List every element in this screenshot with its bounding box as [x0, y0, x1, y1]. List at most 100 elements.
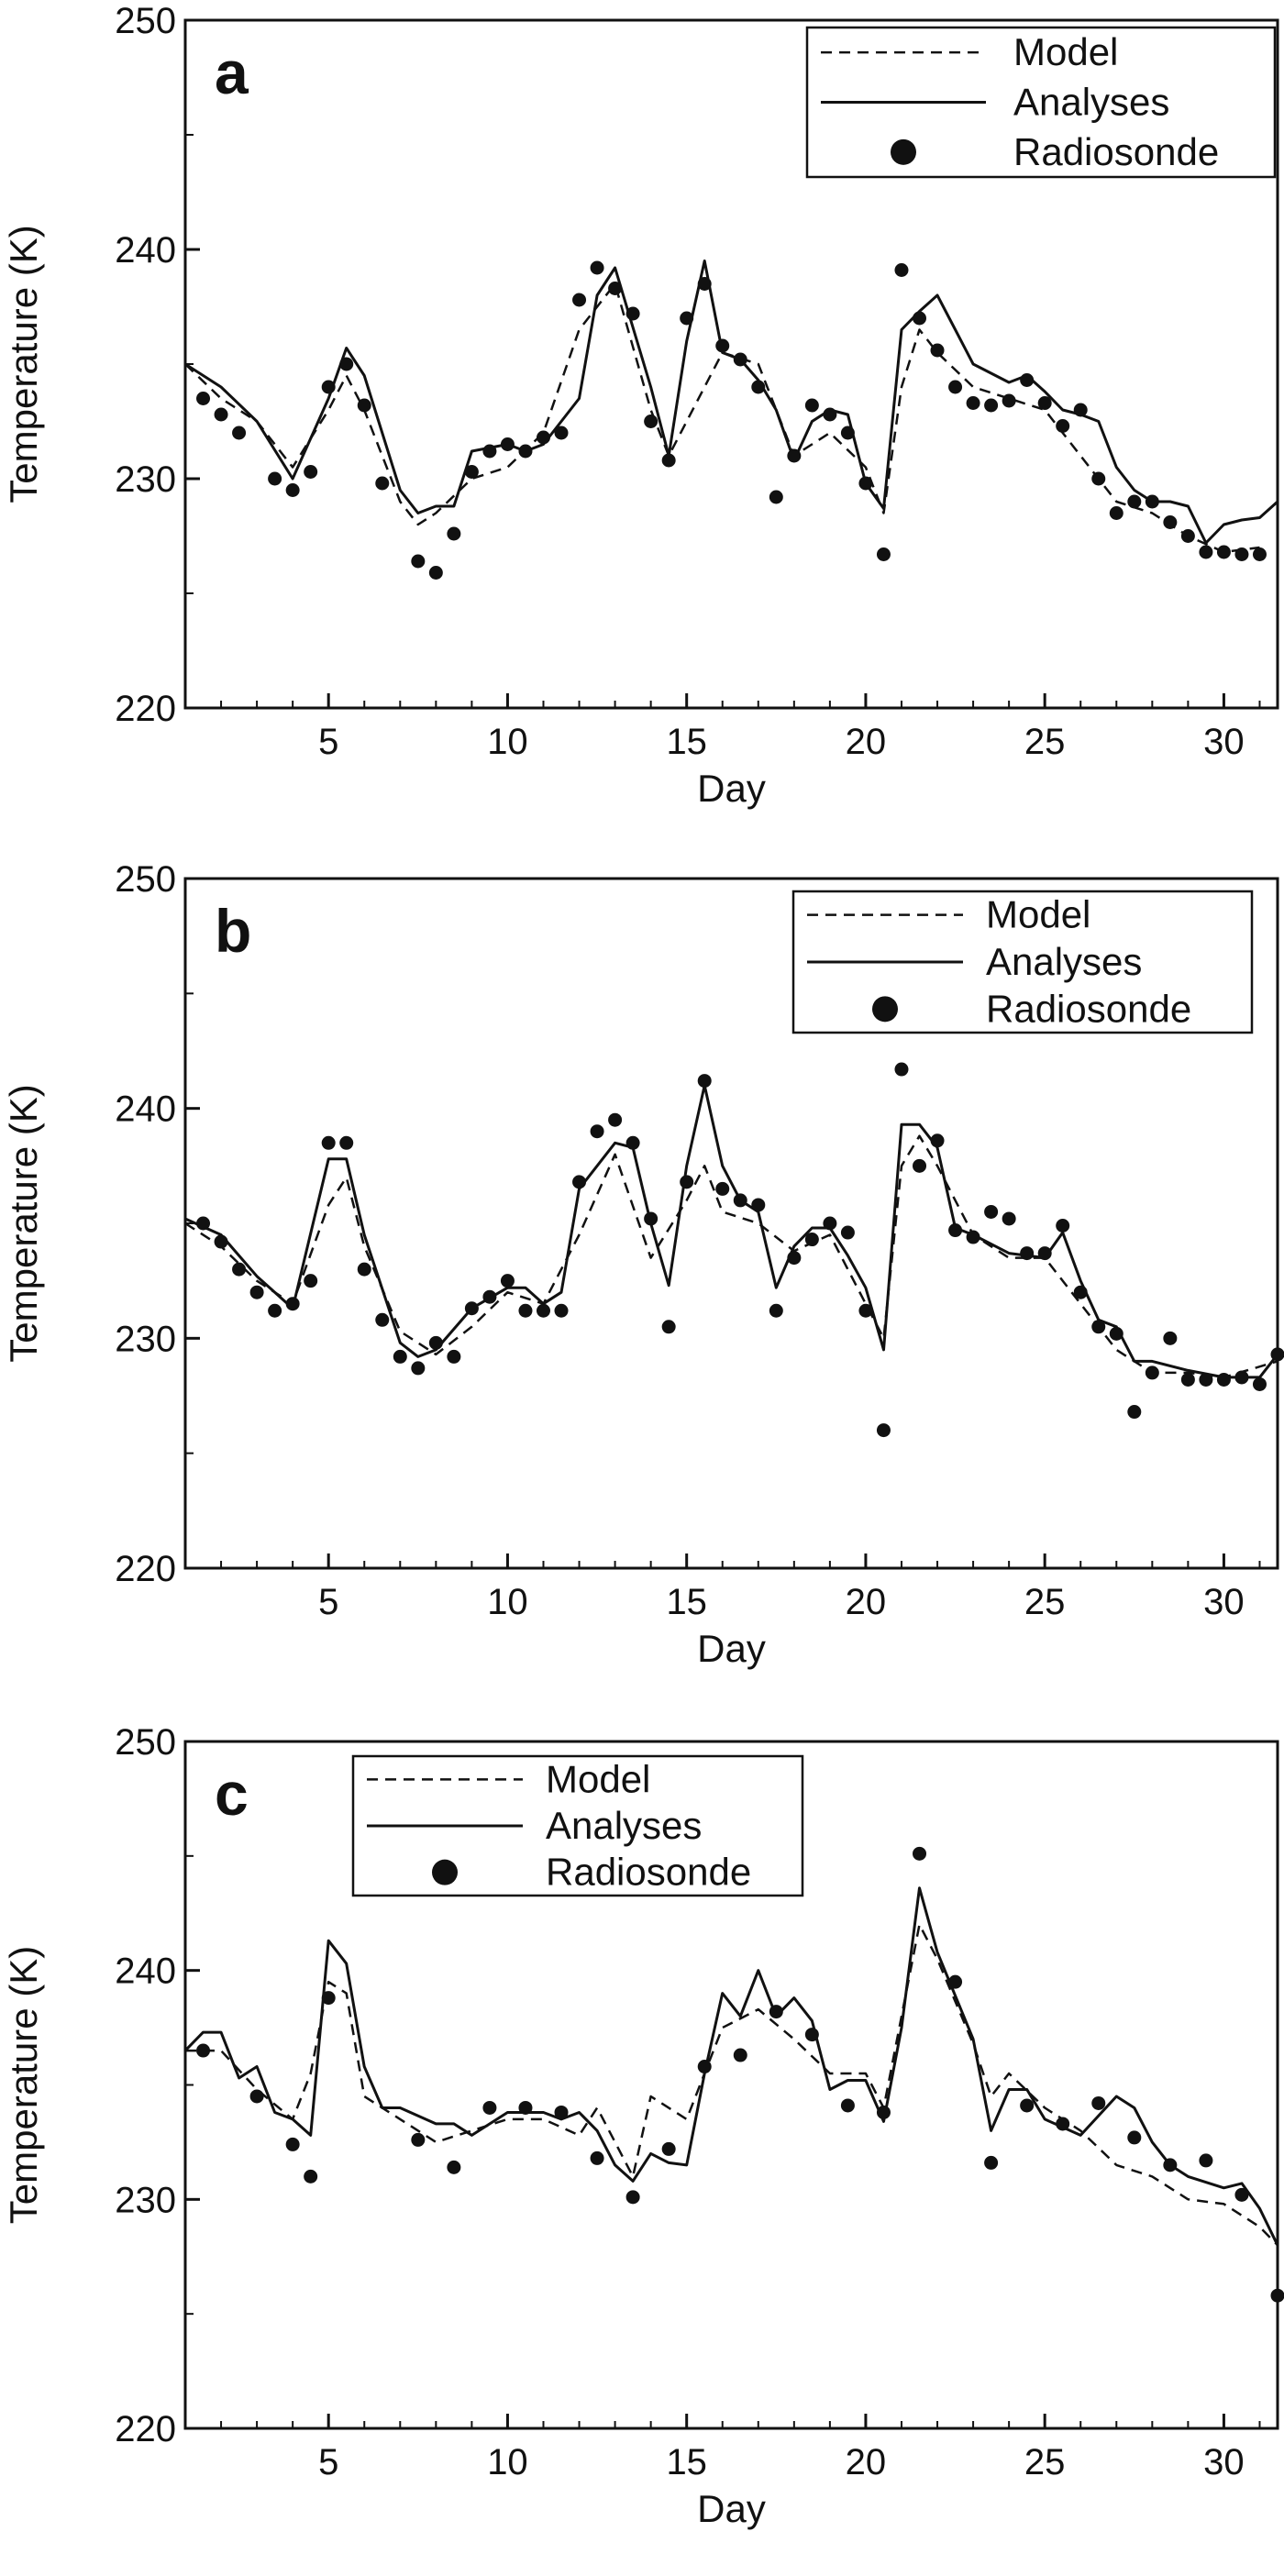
radiosonde-point — [715, 338, 730, 353]
radiosonde-point — [1216, 1372, 1231, 1387]
radiosonde-point — [321, 380, 336, 394]
radiosonde-point — [680, 311, 694, 326]
radiosonde-point — [482, 444, 497, 459]
radiosonde-point — [447, 2160, 461, 2174]
y-tick-label: 250 — [115, 859, 176, 900]
radiosonde-point — [1163, 515, 1178, 529]
radiosonde-point — [1037, 396, 1052, 410]
radiosonde-point — [590, 2150, 604, 2165]
y-axis-label: Temperature (K) — [2, 225, 45, 503]
radiosonde-point — [751, 380, 766, 394]
legend-model-label: Model — [1013, 30, 1118, 73]
radiosonde-point — [500, 1274, 515, 1288]
radiosonde-point — [984, 398, 999, 413]
radiosonde-point — [1002, 393, 1016, 408]
radiosonde-point — [608, 1112, 623, 1127]
radiosonde-point — [214, 1234, 228, 1249]
x-tick-label: 15 — [666, 1582, 707, 1622]
radiosonde-point — [1234, 1370, 1249, 1385]
radiosonde-point — [858, 476, 873, 491]
radiosonde-point — [1127, 1405, 1142, 1420]
x-axis-label: Day — [697, 1627, 766, 1670]
y-tick-label: 240 — [115, 1089, 176, 1130]
radiosonde-point — [715, 1181, 730, 1196]
radiosonde-point — [966, 1230, 980, 1244]
x-tick-label: 15 — [666, 722, 707, 762]
radiosonde-point — [680, 1175, 694, 1189]
radiosonde-point — [1270, 1347, 1284, 1362]
radiosonde-point — [1091, 2095, 1106, 2110]
y-tick-label: 220 — [115, 689, 176, 729]
panel-letter: b — [215, 897, 251, 965]
radiosonde-point — [948, 1223, 963, 1238]
radiosonde-point — [464, 1301, 479, 1316]
x-tick-label: 5 — [318, 2442, 338, 2482]
radiosonde-point — [249, 1285, 264, 1299]
radiosonde-point — [1091, 1320, 1106, 1334]
radiosonde-point — [966, 396, 980, 410]
y-tick-label: 230 — [115, 1319, 176, 1359]
radiosonde-point — [608, 282, 623, 295]
radiosonde-point — [787, 448, 802, 463]
radiosonde-point — [500, 437, 515, 451]
y-tick-label: 230 — [115, 459, 176, 500]
radiosonde-point — [1073, 403, 1088, 417]
radiosonde-point — [625, 306, 640, 321]
radiosonde-point — [1091, 471, 1106, 486]
radiosonde-point — [804, 2028, 819, 2042]
radiosonde-point — [339, 357, 354, 371]
radiosonde-point — [1056, 1219, 1070, 1233]
radiosonde-point — [572, 293, 587, 307]
radiosonde-point — [913, 1158, 927, 1173]
x-tick-label: 5 — [318, 1582, 338, 1622]
radiosonde-point — [393, 1349, 407, 1364]
radiosonde-point — [196, 2043, 211, 2058]
panel-letter: a — [215, 39, 249, 106]
radiosonde-point — [1127, 494, 1142, 509]
radiosonde-point — [554, 2105, 569, 2119]
x-tick-label: 30 — [1203, 1582, 1245, 1622]
x-tick-label: 15 — [666, 2442, 707, 2482]
radiosonde-point — [411, 1361, 426, 1376]
radiosonde-point — [357, 1262, 371, 1277]
radiosonde-point — [304, 465, 318, 479]
radiosonde-point — [304, 1274, 318, 1288]
radiosonde-point — [1199, 1372, 1213, 1387]
radiosonde-point — [787, 1251, 802, 1266]
radiosonde-point — [428, 1335, 443, 1350]
radiosonde-point — [339, 1135, 354, 1150]
radiosonde-point — [285, 2137, 300, 2151]
radiosonde-point — [661, 1320, 676, 1334]
x-tick-label: 10 — [487, 2442, 528, 2482]
radiosonde-point — [428, 566, 443, 580]
radiosonde-point — [1020, 373, 1035, 387]
radiosonde-point — [214, 407, 228, 422]
x-tick-label: 25 — [1024, 722, 1066, 762]
radiosonde-point — [1056, 2117, 1070, 2131]
x-tick-label: 25 — [1024, 2442, 1066, 2482]
legend-radiosonde-label: Radiosonde — [986, 987, 1191, 1030]
y-axis-label: Temperature (K) — [2, 1084, 45, 1362]
radiosonde-point — [733, 352, 747, 367]
y-tick-label: 240 — [115, 1951, 176, 1992]
radiosonde-point — [357, 398, 371, 413]
x-tick-label: 20 — [846, 722, 887, 762]
radiosonde-point — [482, 1289, 497, 1304]
radiosonde-point — [1056, 419, 1070, 433]
legend-radiosonde-marker — [432, 1859, 458, 1885]
radiosonde-point — [804, 398, 819, 413]
radiosonde-point — [411, 554, 426, 569]
radiosonde-point — [196, 392, 211, 405]
radiosonde-point — [375, 476, 390, 491]
radiosonde-point — [1073, 1285, 1088, 1299]
radiosonde-point — [823, 1216, 837, 1231]
y-tick-label: 250 — [115, 1, 176, 41]
x-tick-label: 10 — [487, 722, 528, 762]
radiosonde-point — [518, 2100, 533, 2115]
y-tick-label: 240 — [115, 230, 176, 271]
